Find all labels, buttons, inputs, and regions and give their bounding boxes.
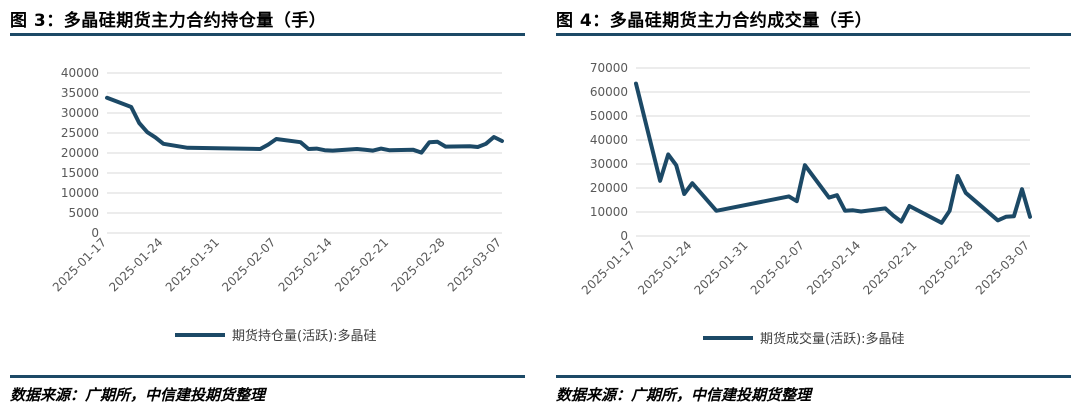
y-tick-label: 35000 bbox=[61, 86, 99, 100]
y-tick-label: 0 bbox=[620, 229, 628, 243]
x-tick-label: 2025-02-07 bbox=[219, 235, 278, 294]
x-tick-label: 2025-02-28 bbox=[388, 235, 447, 294]
x-tick-label: 2025-02-21 bbox=[860, 238, 919, 297]
y-tick-label: 70000 bbox=[590, 61, 628, 75]
open-interest-chart: 0 5000 10000 15000 20000 25000 30000 35000 40000… bbox=[50, 66, 504, 344]
data-source: 数据来源：广期所，中信建投期货整理 bbox=[556, 386, 812, 404]
y-tick-label: 40000 bbox=[61, 66, 99, 80]
figure-title: 图 4：多晶硅期货主力合约成交量（手） bbox=[556, 11, 873, 31]
volume-chart: 0 10000 20000 30000 40000 50000 60000 70000 2025… bbox=[579, 61, 1032, 347]
series-line bbox=[105, 95, 504, 155]
x-tick-label: 2025-03-07 bbox=[445, 235, 504, 294]
chart-panel-volume: 图 4：多晶硅期货主力合约成交量（手） 0 10000 20000 30000 4000… bbox=[556, 0, 1080, 414]
x-tick-label: 2025-01-31 bbox=[691, 238, 750, 297]
x-tick-label: 2025-02-21 bbox=[332, 235, 391, 294]
source-rule bbox=[556, 375, 1071, 378]
y-tick-label: 60000 bbox=[590, 85, 628, 99]
x-tick-label: 2025-02-14 bbox=[276, 235, 335, 294]
figure-title: 图 3：多晶硅期货主力合约持仓量（手） bbox=[10, 11, 327, 31]
x-tick-label: 2025-01-17 bbox=[579, 238, 638, 297]
x-tick-label: 2025-02-28 bbox=[917, 238, 976, 297]
source-rule bbox=[10, 375, 525, 378]
x-tick-label: 2025-01-24 bbox=[106, 235, 165, 294]
y-tick-label: 30000 bbox=[590, 157, 628, 171]
y-tick-label: 0 bbox=[91, 226, 99, 240]
data-source: 数据来源：广期所，中信建投期货整理 bbox=[10, 386, 266, 404]
y-tick-label: 20000 bbox=[590, 181, 628, 195]
x-tick-label: 2025-01-17 bbox=[50, 235, 109, 294]
title-rule bbox=[10, 33, 525, 36]
y-tick-label: 20000 bbox=[61, 146, 99, 160]
series-line bbox=[634, 81, 1032, 225]
legend-label: 期货持仓量(活跃):多晶硅 bbox=[232, 328, 377, 344]
y-tick-label: 10000 bbox=[590, 205, 628, 219]
y-tick-label: 10000 bbox=[61, 186, 99, 200]
y-tick-label: 40000 bbox=[590, 133, 628, 147]
x-tick-label: 2025-02-14 bbox=[804, 238, 863, 297]
legend-label: 期货成交量(活跃):多晶硅 bbox=[760, 331, 905, 347]
x-tick-label: 2025-01-24 bbox=[635, 238, 694, 297]
x-tick-label: 2025-03-07 bbox=[973, 238, 1032, 297]
chart-panel-open-interest: 图 3：多晶硅期货主力合约持仓量（手） 0 5000 10000 15000 20000… bbox=[10, 0, 535, 414]
y-tick-label: 50000 bbox=[590, 109, 628, 123]
y-tick-label: 5000 bbox=[68, 206, 99, 220]
x-tick-label: 2025-02-07 bbox=[748, 238, 807, 297]
x-tick-label: 2025-01-31 bbox=[163, 235, 222, 294]
y-tick-label: 30000 bbox=[61, 106, 99, 120]
y-tick-label: 15000 bbox=[61, 166, 99, 180]
y-tick-label: 25000 bbox=[61, 126, 99, 140]
title-rule bbox=[556, 33, 1071, 36]
